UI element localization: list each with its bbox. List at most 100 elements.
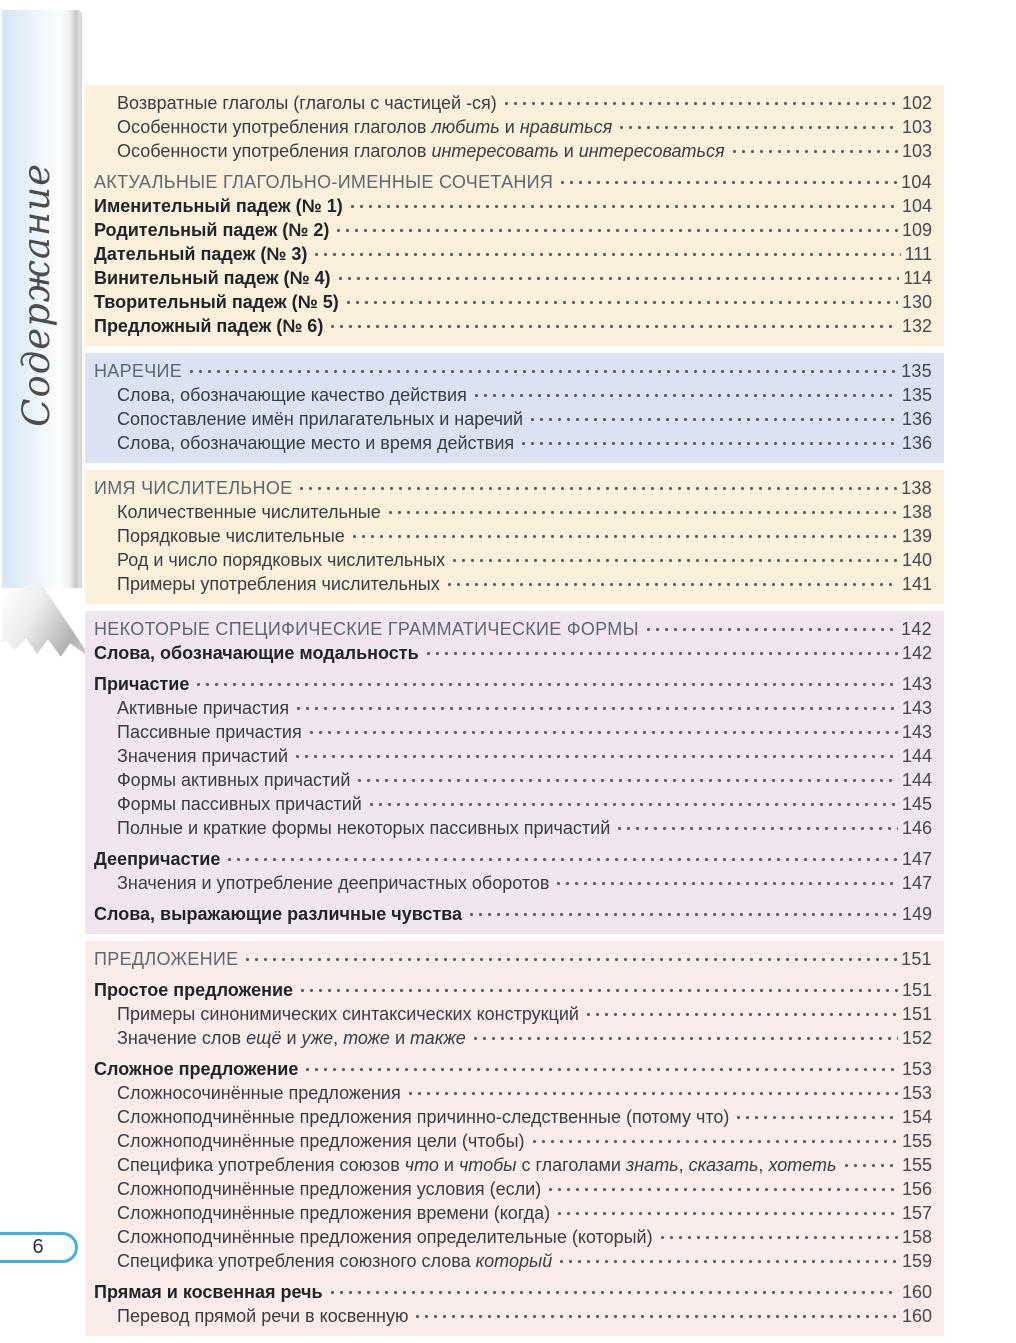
toc-entry-title: Сложноподчинённые предложения условия (е… [117,1179,542,1199]
toc-entry-page: 160 [901,1306,932,1326]
dotted-leader [330,318,898,332]
toc-section: ПРЕДЛОЖЕНИЕ 151 Простое предложение 151 Прим… [85,941,944,1336]
toc-entry: Предложный падеж (№ 6) 132 [85,315,944,338]
toc-entry-page: 160 [901,1282,932,1302]
toc-entry: ИМЯ ЧИСЛИТЕЛЬНОЕ 138 [85,477,944,500]
bookmark-label: Содержание [14,163,58,427]
toc-entry-title: Порядковые числительные [117,526,345,546]
toc-entry-page: 147 [901,849,932,869]
dotted-leader [530,411,898,425]
dotted-leader [300,982,898,996]
dotted-leader [446,576,898,590]
dotted-leader [329,1284,898,1298]
toc-entry: Перевод прямой речи в косвенную 160 [85,1305,944,1328]
toc-entry-page: 109 [901,220,932,240]
toc-entry-title: Слова, обозначающие место и время действ… [117,433,515,453]
toc-sections: Возвратные глаголы (глаголы с частицей -… [85,85,944,1343]
bookmark-strip [2,10,82,588]
toc-entry-title: Творительный падеж (№ 5) [94,292,339,312]
toc-entry-title: Сложноподчинённые предложения цели (чтоб… [117,1131,525,1151]
dotted-leader [345,294,898,308]
toc-entry-page: 154 [901,1107,932,1127]
toc-entry: Сложноподчинённые предложения времени (к… [85,1202,944,1225]
toc-entry-title: Сложноподчинённые предложения определите… [117,1227,653,1247]
toc-section: НЕКОТОРЫЕ СПЕЦИФИЧЕСКИЕ ГРАММАТИЧЕСКИЕ Ф… [85,611,944,934]
toc-entry-title: Именительный падеж (№ 1) [94,196,343,216]
toc-entry-page: 136 [901,433,932,453]
dotted-leader [521,435,898,449]
dotted-leader [415,1308,898,1322]
toc-entry-page: 135 [901,385,932,405]
toc-entry-title: Значение слов ещё и уже, тоже и также [117,1028,466,1048]
toc-entry-page: 138 [901,478,932,498]
toc-entry: Сложноподчинённые предложения причинно-с… [85,1106,944,1129]
toc-entry-title: ПРЕДЛОЖЕНИЕ [94,949,239,969]
toc-entry-page: 152 [901,1028,932,1048]
toc-entry-page: 145 [901,794,932,814]
toc-entry-title: Полные и краткие формы некоторых пассивн… [117,818,611,838]
dotted-leader [556,875,898,889]
toc-section: ИМЯ ЧИСЛИТЕЛЬНОЕ 138 Количественные числит… [85,470,944,604]
toc-entry-page: 159 [901,1251,932,1271]
toc-entry-title: Сложносочинённые предложения [117,1083,401,1103]
toc-entry: Сопоставление имён прилагательных и наре… [85,408,944,431]
toc-entry-title: Формы активных причастий [117,770,351,790]
toc-entry: Особенности употребления глаголов интере… [85,140,944,163]
toc-entry: Активные причастия 143 [85,697,944,720]
toc-entry-title: Слова, обозначающие модальность [94,643,419,663]
toc-entry: Формы пассивных причастий 145 [85,793,944,816]
toc-entry-title: Причастие [94,674,190,694]
toc-entry: Слова, выражающие различные чувства 149 [85,903,944,926]
dotted-leader [557,1205,898,1219]
toc-entry-title: Сопоставление имён прилагательных и наре… [117,409,524,429]
dotted-leader [559,1253,898,1267]
toc-entry: Именительный падеж (№ 1) 104 [85,195,944,218]
toc-entry-title: Слова, обозначающие качество действия [117,385,467,405]
dotted-leader [736,1109,898,1123]
toc-entry-title: ИМЯ ЧИСЛИТЕЛЬНОЕ [94,478,293,498]
toc-entry-page: 143 [901,698,932,718]
toc-entry-title: Сложноподчинённые предложения причинно-с… [117,1107,730,1127]
toc-entry-title: Примеры синонимических синтаксических ко… [117,1004,579,1024]
toc-entry-title: Прямая и косвенная речь [94,1282,323,1302]
dotted-leader [295,748,898,762]
toc-entry-title: Специфика употребления союзов что и чтоб… [117,1155,837,1175]
toc-entry-page: 102 [901,93,932,113]
toc-entry-title: Активные причастия [117,698,290,718]
toc-entry-page: 151 [901,980,932,1000]
toc-entry: Сложноподчинённые предложения цели (чтоб… [85,1130,944,1153]
toc-entry-page: 130 [901,292,932,312]
toc-entry-page: 153 [901,1083,932,1103]
toc-entry-title: Примеры употребления числительных [117,574,440,594]
toc-entry: Особенности употребления глаголов любить… [85,116,944,139]
dotted-leader [452,552,898,566]
toc-entry-title: Особенности употребления глаголов любить… [117,117,613,137]
dotted-leader [531,1133,898,1147]
toc-entry-page: 104 [901,172,932,192]
dotted-leader [472,1030,898,1044]
toc-entry: Порядковые числительные 139 [85,525,944,548]
toc-entry: Деепричастие 147 [85,848,944,871]
toc-entry-page: 103 [901,117,932,137]
toc-entry: Возвратные глаголы (глаголы с частицей -… [85,92,944,115]
dotted-leader [336,222,898,236]
toc-entry: Род и число порядковых числительных 140 [85,549,944,572]
toc-entry-page: 153 [901,1059,932,1079]
toc-section: Возвратные глаголы (глаголы с частицей -… [85,85,944,346]
dotted-leader [305,1061,898,1075]
toc-entry-page: 143 [901,722,932,742]
toc-entry-title: Формы пассивных причастий [117,794,362,814]
toc-entry: Формы активных причастий 144 [85,769,944,792]
toc-entry: Полные и краткие формы некоторых пассивн… [85,817,944,840]
toc-entry-title: НАРЕЧИЕ [94,361,183,381]
toc-entry-page: 146 [901,818,932,838]
dotted-leader [357,772,898,786]
toc-entry-title: Предложный падеж (№ 6) [94,316,324,336]
dotted-leader [560,174,898,188]
dotted-leader [387,504,898,518]
toc-entry-page: 141 [901,574,932,594]
toc-entry: Значения причастий 144 [85,745,944,768]
toc-entry-title: НЕКОТОРЫЕ СПЕЦИФИЧЕСКИЕ ГРАММАТИЧЕСКИЕ Ф… [94,619,639,639]
dotted-leader [645,621,898,635]
